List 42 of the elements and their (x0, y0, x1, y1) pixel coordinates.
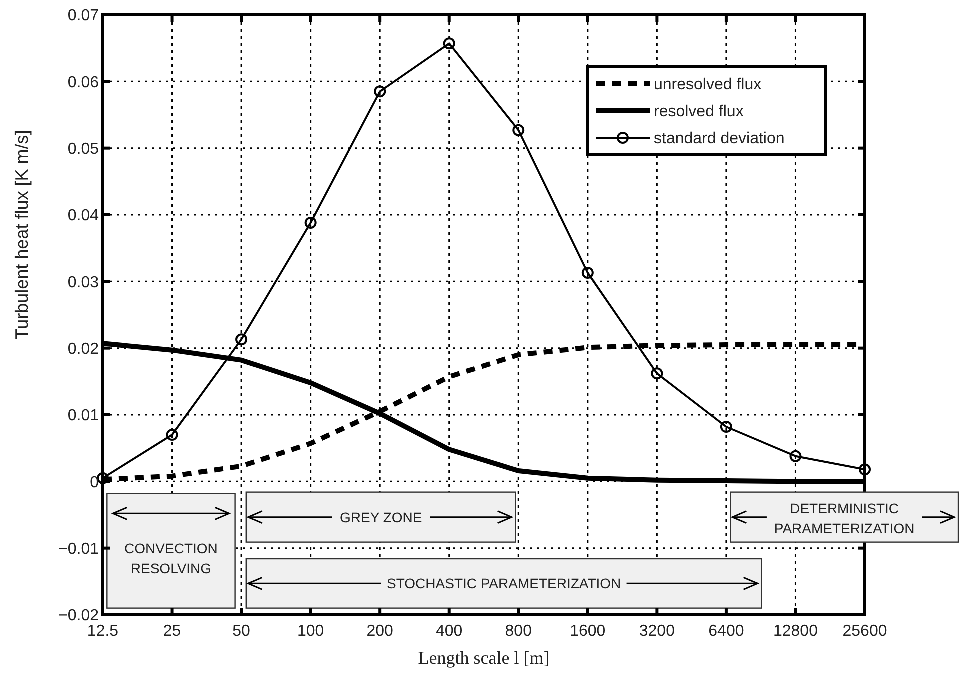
y-tick-label: −0.01 (58, 540, 100, 558)
y-tick-label: 0.04 (68, 208, 100, 225)
x-tick-label: 800 (505, 623, 532, 640)
point (236, 334, 248, 346)
y-tick-label: 0.07 (68, 8, 100, 25)
x-tick-label: 200 (366, 623, 394, 640)
x-tick-label: 12800 (773, 623, 818, 640)
x-tick-label: 400 (436, 623, 463, 640)
point (582, 267, 594, 279)
annotation: GREY ZONE (340, 509, 422, 526)
legend-label: resolved flux (654, 104, 744, 121)
x-tick-label: 12.5 (87, 623, 119, 640)
point (374, 86, 386, 98)
x-tick-label: 50 (232, 623, 251, 640)
x-tick-label: 25 (163, 623, 182, 640)
y-tick-label: 0.05 (68, 140, 100, 158)
point (651, 368, 664, 380)
x-tick-label: 3200 (639, 623, 676, 640)
x-axis-title: Length scale l [m] (418, 648, 550, 668)
y-tick-label: 0.02 (68, 340, 100, 358)
annotation: CONVECTION RESOLVING (124, 540, 218, 577)
annotation: STOCHASTIC PARAMETERIZATION (387, 576, 622, 592)
point (304, 217, 317, 229)
y-axis-title: Turbulent heat flux [K m/s] (12, 130, 32, 340)
y-tick-label: 0.06 (68, 74, 100, 92)
y-tick-label: 0.03 (68, 274, 100, 292)
x-tick-label: 25600 (842, 623, 888, 640)
annotation: DETERMINISTIC PARAMETERIZATION (774, 500, 915, 536)
point (512, 124, 525, 136)
point (166, 429, 178, 441)
y-tick-label: 0 (90, 474, 100, 492)
point (720, 421, 732, 433)
y-tick-label: −0.02 (58, 608, 100, 625)
x-tick-label: 100 (297, 623, 324, 640)
x-tick-label: 1600 (570, 623, 606, 640)
legend-label: unresolved flux (654, 76, 762, 94)
x-tick-label: 6400 (708, 623, 744, 640)
point (790, 450, 802, 462)
point (859, 464, 871, 476)
legend-label: standard deviation (654, 130, 785, 148)
y-tick-label: 0.01 (68, 408, 100, 425)
point (443, 38, 456, 50)
